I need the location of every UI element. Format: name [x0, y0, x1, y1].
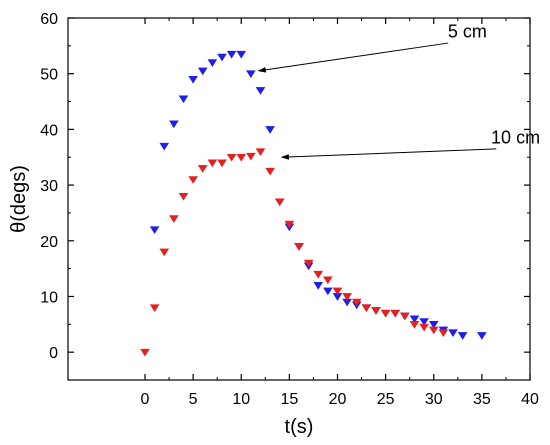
- data-point-marker: [169, 120, 179, 129]
- data-point-marker: [313, 282, 324, 290]
- data-point-marker: [390, 309, 401, 318]
- data-point-marker: [332, 287, 343, 296]
- annotation-arrow: [257, 42, 449, 73]
- data-point-marker: [159, 248, 170, 257]
- data-point-marker: [246, 152, 256, 161]
- y-tick-label: 10: [40, 289, 58, 306]
- data-point-marker: [178, 192, 189, 201]
- data-point-marker: [428, 321, 439, 329]
- data-point-marker: [313, 270, 324, 279]
- data-point-marker: [419, 323, 429, 332]
- x-tick-label: 40: [521, 391, 539, 408]
- y-tick-label: 20: [40, 234, 58, 251]
- data-point-marker: [477, 332, 487, 340]
- y-tick-label: 30: [40, 178, 58, 195]
- x-tick-label: 15: [280, 391, 298, 408]
- data-point-marker: [178, 95, 189, 104]
- data-point-marker: [457, 332, 468, 340]
- x-axis-label: t(s): [285, 416, 314, 438]
- x-tick-label: 35: [473, 391, 491, 408]
- plot-frame: [67, 17, 531, 381]
- x-tick-label: 20: [329, 391, 347, 408]
- y-tick-label: 60: [40, 11, 58, 28]
- y-tick-label: 0: [49, 345, 58, 362]
- x-tick-label: 10: [232, 391, 250, 408]
- data-point-marker: [149, 304, 160, 312]
- data-point-marker: [255, 148, 266, 157]
- data-point-marker: [323, 287, 333, 296]
- data-point-marker: [438, 329, 449, 338]
- data-point-marker: [400, 312, 410, 321]
- x-axis: 0 5 10 15 20 25 30 35 40: [141, 18, 539, 408]
- data-point-marker: [255, 87, 266, 95]
- data-point-marker: [419, 318, 429, 326]
- y-tick-label: 40: [40, 122, 58, 139]
- data-point-marker: [371, 307, 381, 315]
- x-tick-label: 0: [141, 391, 150, 408]
- data-point-marker: [409, 321, 420, 329]
- data-point-marker: [149, 226, 160, 235]
- data-point-marker: [140, 348, 150, 357]
- data-point-marker: [284, 220, 295, 229]
- data-point-marker: [236, 50, 247, 59]
- series-1: [149, 50, 487, 340]
- data-point-marker: [188, 75, 198, 84]
- y-axis-label: θ(degs): [8, 165, 30, 233]
- data-point-marker: [197, 67, 208, 76]
- data-point-marker: [188, 176, 198, 184]
- data-point-marker: [351, 298, 362, 307]
- annotation-label: 5 cm: [448, 21, 487, 41]
- data-point-marker: [207, 59, 218, 67]
- annotation-arrow: [280, 148, 497, 160]
- data-point-marker: [236, 153, 247, 162]
- series-layer: [140, 50, 487, 357]
- axis-label-layer: t(s) θ(degs): [8, 165, 313, 438]
- data-point-marker: [217, 53, 227, 62]
- data-point-marker: [303, 259, 314, 268]
- data-point-marker: [361, 304, 372, 312]
- y-axis: 0 10 20 30 40 50 60: [40, 11, 530, 362]
- data-point-marker: [246, 70, 256, 79]
- data-point-marker: [207, 159, 218, 168]
- data-point-marker: [265, 167, 275, 176]
- x-tick-label: 5: [189, 391, 198, 408]
- data-point-marker: [169, 215, 179, 223]
- data-point-marker: [226, 153, 237, 162]
- x-tick-label: 30: [425, 391, 443, 408]
- x-tick-label: 25: [377, 391, 395, 408]
- data-point-marker: [197, 165, 208, 173]
- data-point-marker: [380, 309, 391, 318]
- data-point-marker: [409, 315, 420, 324]
- data-point-marker: [159, 142, 170, 151]
- plot-border: [67, 17, 531, 381]
- annotation-label: 10 cm: [491, 127, 540, 147]
- data-point-marker: [323, 276, 333, 285]
- annotation-layer: 5 cm 10 cm: [257, 21, 540, 160]
- data-point-marker: [294, 243, 304, 251]
- series-2: [140, 148, 449, 357]
- data-point-marker: [265, 126, 275, 134]
- y-tick-label: 50: [40, 67, 58, 84]
- data-point-marker: [217, 159, 227, 168]
- data-point-marker: [342, 293, 352, 301]
- data-point-marker: [428, 326, 439, 335]
- data-point-marker: [226, 50, 237, 59]
- data-point-marker: [274, 198, 285, 207]
- data-point-marker: [448, 329, 458, 338]
